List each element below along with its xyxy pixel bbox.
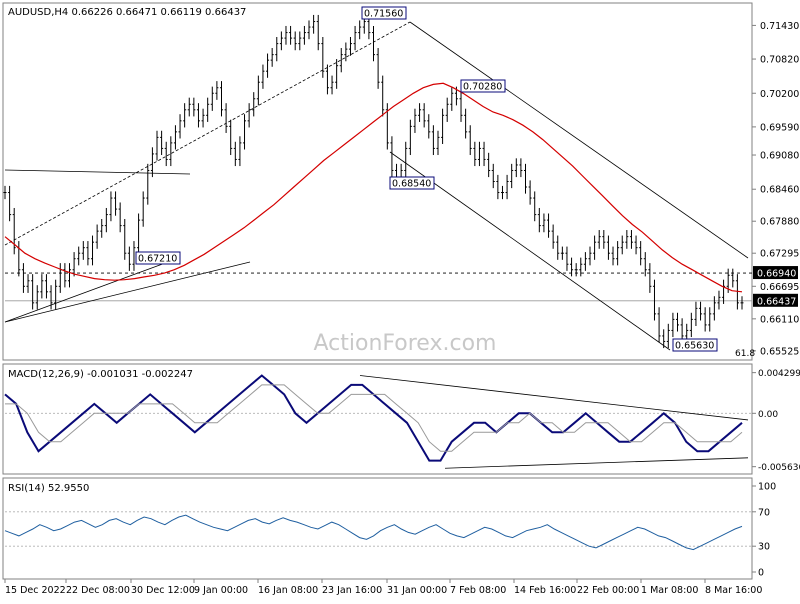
rsi-tick-label: 30 [758, 542, 770, 553]
annotation-box [389, 176, 435, 190]
annotation-label: 0.65630 [675, 341, 714, 352]
annotation-box [672, 338, 718, 352]
annotation-label: 0.71560 [364, 9, 403, 20]
price-tick-label: 0.69590 [760, 122, 799, 133]
price-panel-frame [2, 2, 753, 361]
macd-layer: 0.004299 0.00 -0.005636 [4, 369, 800, 473]
price-tick-label: 0.67880 [760, 217, 799, 228]
x-tick-label: 9 Jan 00:00 [194, 585, 248, 596]
annotation-box [361, 6, 407, 20]
signal-line [5, 384, 743, 452]
annotation-box [460, 79, 506, 93]
trend-line [4, 261, 251, 323]
price-tick-label: 0.65525 [760, 346, 799, 357]
macd-tick-label: 0.004299 [758, 369, 800, 379]
x-tick-label: 22 Dec 08:00 [66, 585, 130, 596]
annotation-label: 0.70280 [463, 82, 502, 93]
macd-trend-line [444, 457, 749, 469]
x-tick-label: 1 Mar 08:00 [641, 585, 698, 596]
annotation-label: 0.67210 [138, 254, 177, 265]
rsi-tick-label: 0 [758, 568, 764, 579]
x-tick-label: 8 Mar 16:00 [705, 585, 762, 596]
rsi-title: RSI(14) 52.9550 [8, 483, 89, 494]
x-tick-label: 16 Jan 08:00 [258, 585, 318, 596]
rsi-tick-label: 100 [758, 482, 776, 493]
level-label: 0.66940 [757, 269, 796, 280]
current-price-label: 0.66437 [757, 296, 796, 307]
level-label-box [753, 266, 798, 280]
macd-title: MACD(12,26,9) -0.001031 -0.002247 [8, 369, 193, 380]
rsi-line [4, 514, 743, 551]
trend-line [389, 151, 671, 351]
x-tick-label: 22 Feb 00:00 [577, 585, 639, 596]
price-tick-label: 0.70200 [760, 89, 799, 100]
price-tick-label: 0.71430 [760, 21, 799, 32]
trend-line [4, 261, 169, 323]
x-tick-label: 23 Jan 16:00 [322, 585, 382, 596]
annotation-box [135, 251, 181, 265]
ma-line [4, 82, 743, 293]
fib-label: 61.8 [735, 349, 755, 359]
annotation-label: 0.68540 [392, 179, 431, 190]
x-axis: 15 Dec 2022 22 Dec 08:00 30 Dec 12:00 9 Jan… [4, 579, 762, 596]
x-tick-label: 30 Dec 12:00 [131, 585, 195, 596]
x-tick-label: 7 Feb 08:00 [450, 585, 506, 596]
price-tick-label: 0.66110 [760, 314, 799, 325]
macd-trend-line [359, 375, 749, 421]
price-layer: 0.71430 0.70820 0.70200 0.69590 0.69080 0.684… [3, 6, 799, 359]
x-tick-label: 15 Dec 2022 [5, 585, 66, 596]
rsi-tick-label: 70 [758, 507, 770, 518]
price-tick-label: 0.70820 [760, 55, 799, 66]
trend-line [4, 21, 411, 246]
price-tick-label: 0.68460 [760, 185, 799, 196]
current-price-box [753, 293, 798, 307]
price-tick-label: 0.66695 [760, 282, 799, 293]
price-tick-label: 0.67295 [760, 249, 799, 260]
macd-tick-label: -0.005636 [758, 463, 800, 473]
watermark: ActionForex.com [314, 331, 497, 356]
x-tick-label: 31 Jan 00:00 [387, 585, 447, 596]
trend-line [4, 169, 191, 175]
price-tick-label: 0.69080 [760, 151, 799, 162]
x-tick-label: 14 Feb 16:00 [514, 585, 576, 596]
rsi-panel-frame [2, 477, 753, 580]
macd-panel-frame [2, 363, 753, 475]
rsi-layer: 100 70 30 0 [4, 482, 776, 579]
macd-tick-label: 0.00 [758, 410, 778, 420]
price-title: AUDUSD,H4 0.66226 0.66471 0.66119 0.6643… [8, 7, 246, 18]
trend-line [409, 21, 749, 259]
